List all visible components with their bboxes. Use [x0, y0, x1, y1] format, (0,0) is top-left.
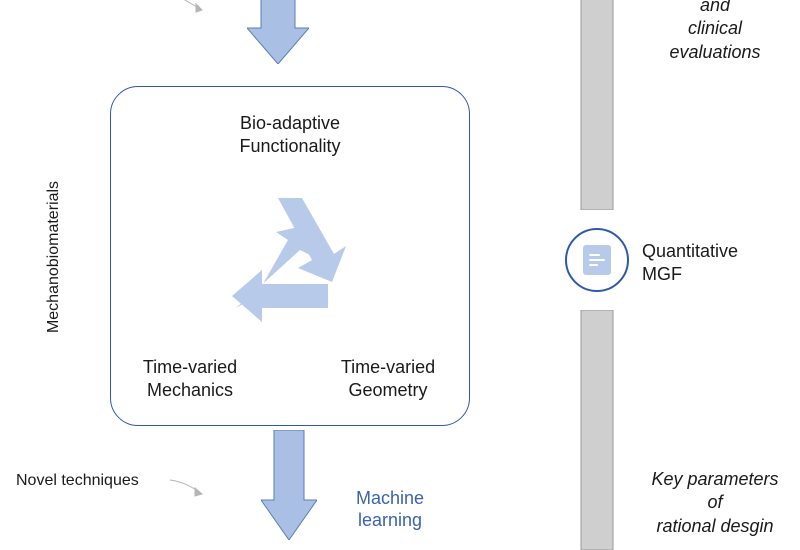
label-quant-l1: Quantitative — [642, 240, 738, 263]
mini-arrow-novel — [168, 476, 218, 504]
label-tvm-l1: Time-varied — [120, 356, 260, 379]
document-icon — [583, 245, 611, 275]
vertical-label-mechanobiomaterials: Mechanobiomaterials — [45, 157, 63, 357]
label-bio-adaptive-l2: Functionality — [210, 135, 370, 158]
right-top-grey-bar — [580, 0, 614, 210]
right-bottom-grey-bar — [580, 310, 614, 550]
label-tvm-l2: Mechanics — [120, 379, 260, 402]
label-machine-learning: Machine learning — [330, 488, 450, 531]
bot-italic-l3: rational desgin — [630, 515, 800, 538]
label-time-varied-geometry: Time-varied Geometry — [318, 356, 458, 401]
label-machine-learning-l2: learning — [330, 510, 450, 532]
label-quant-l2: MGF — [642, 263, 738, 286]
label-bio-adaptive: Bio-adaptive Functionality — [210, 112, 370, 157]
label-key-parameters: Key parameters of rational desgin — [630, 468, 800, 538]
label-quantitative-mgf: Quantitative MGF — [642, 240, 738, 285]
quantitative-mgf-circle — [565, 228, 629, 292]
mini-arrow-top — [176, 0, 216, 18]
top-block-arrow — [247, 0, 309, 64]
label-tvg-l2: Geometry — [318, 379, 458, 402]
label-machine-learning-l1: Machine — [330, 488, 450, 510]
bot-italic-l2: of — [630, 491, 800, 514]
bottom-block-arrow — [261, 430, 317, 540]
label-novel-techniques: Novel techniques — [16, 472, 139, 490]
label-time-varied-mechanics: Time-varied Mechanics — [120, 356, 260, 401]
top-italic-l2: clinical — [640, 17, 790, 40]
top-italic-l3: evaluations — [640, 41, 790, 64]
top-italic-l1: and — [640, 0, 790, 17]
label-bio-adaptive-l1: Bio-adaptive — [210, 112, 370, 135]
bot-italic-l1: Key parameters — [630, 468, 800, 491]
label-tvg-l1: Time-varied — [318, 356, 458, 379]
recycle-icon — [210, 178, 370, 348]
label-clinical-evaluations: and clinical evaluations — [640, 0, 790, 64]
